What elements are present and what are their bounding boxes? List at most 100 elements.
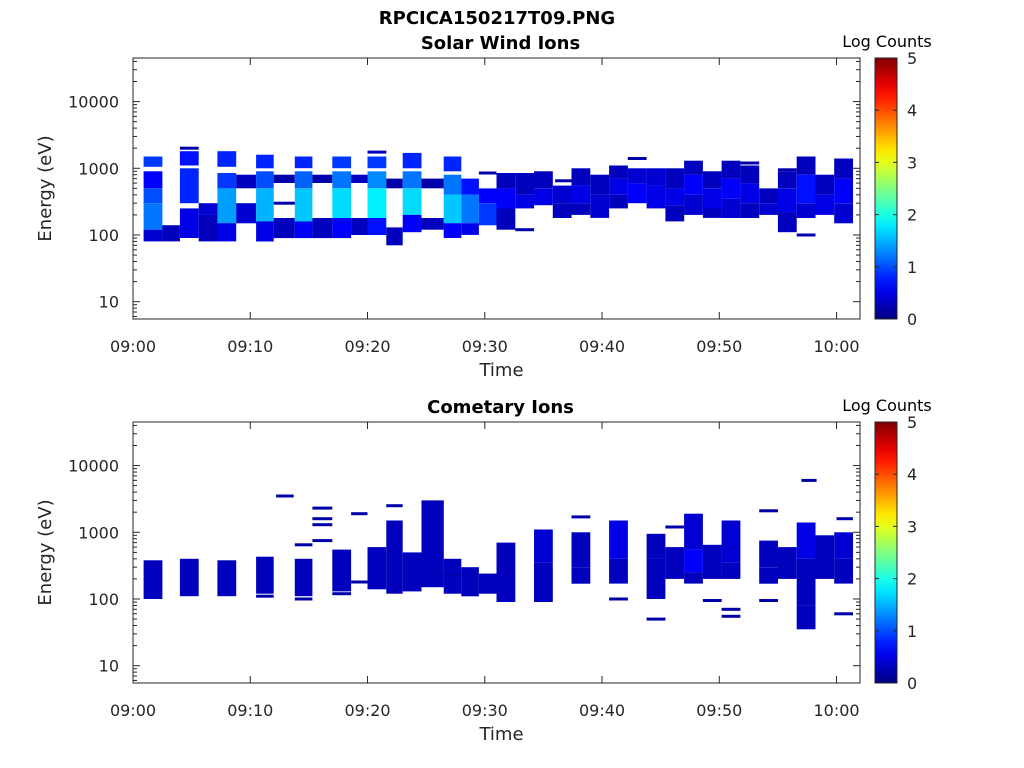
spectrogram-cell (590, 174, 610, 195)
spectrogram-cell (443, 194, 462, 224)
spectrogram-cell (256, 171, 274, 189)
y-axis-label: Energy (eV) (35, 499, 56, 605)
spectrogram-cell (815, 535, 835, 579)
spectrogram-cell (162, 225, 180, 242)
spectrogram-cell (217, 560, 237, 597)
spectrogram-cell (402, 152, 422, 169)
spectrogram-line (443, 573, 462, 577)
spectrogram-cell (256, 154, 274, 169)
x-tick-label: 09:50 (696, 337, 742, 356)
spectrogram-line (312, 539, 333, 543)
spectrogram-cell (367, 188, 387, 218)
x-tick-label: 10:00 (813, 337, 859, 356)
colorbar-tick-label: 3 (907, 153, 917, 172)
spectrogram-line (834, 612, 853, 616)
spectrogram-line (627, 157, 647, 160)
spectrogram-cell (796, 522, 816, 559)
spectrogram-cell (386, 520, 403, 594)
spectrogram-cell (534, 529, 553, 563)
spectrogram-cell (256, 188, 274, 222)
y-tick-label: 100 (88, 226, 119, 245)
panel-title: Solar Wind Ions (421, 33, 580, 54)
y-tick-label: 10 (99, 293, 119, 312)
spectrogram-cell (609, 520, 628, 559)
spectrogram-cell (609, 194, 628, 209)
x-tick-label: 09:30 (462, 701, 508, 720)
spectrogram-line (796, 233, 816, 237)
spectrogram-line (665, 525, 685, 529)
spectrogram-cell (609, 165, 628, 179)
spectrogram-cell (815, 194, 835, 215)
y-tick-label: 1000 (78, 159, 119, 178)
spectrogram-cell (684, 160, 703, 175)
panel-title: Cometary Ions (427, 397, 574, 418)
spectrogram-cell (496, 173, 516, 189)
y-tick-label: 10000 (68, 457, 119, 476)
spectrogram-cell (402, 214, 422, 233)
spectrogram-line (646, 617, 666, 621)
colorbar-tick-label: 2 (907, 206, 917, 225)
spectrogram-cell (684, 194, 703, 215)
spectrogram-cell (721, 520, 741, 563)
spectrogram-cell (143, 229, 163, 242)
spectrogram-cell (646, 168, 666, 186)
spectrogram-line (276, 494, 294, 498)
y-axis-label: Energy (eV) (35, 135, 56, 241)
spectrogram-line (702, 599, 722, 602)
spectrogram-cell (217, 151, 237, 167)
spectrogram-cell (665, 188, 685, 206)
x-tick-label: 09:20 (344, 337, 390, 356)
spectrogram-cell (198, 214, 218, 242)
spectrogram-cell (815, 174, 835, 195)
spectrogram-cell (796, 558, 816, 606)
spectrogram-cell (143, 156, 163, 167)
y-tick-label: 1000 (78, 523, 119, 542)
spectrogram-cell (294, 221, 313, 239)
colorbar-gradient (874, 421, 898, 684)
x-tick-label: 09:40 (579, 701, 625, 720)
spectrogram-line (759, 599, 778, 602)
spectrogram-cell (777, 212, 797, 233)
spectrogram-line (179, 146, 199, 150)
spectrogram-cell (721, 198, 741, 218)
spectrogram-cell (421, 218, 444, 230)
spectrogram-line (721, 607, 741, 611)
spectrogram-cell (834, 203, 853, 224)
colorbar-label: Log Counts (842, 32, 932, 51)
colorbar-tick-label: 0 (907, 674, 917, 693)
spectrogram-cell (421, 178, 444, 189)
x-axis-label: Time (478, 724, 523, 745)
spectrogram-line (351, 512, 368, 516)
spectrogram-cell (496, 188, 516, 209)
spectrogram-cell (402, 171, 422, 189)
spectrogram-line (273, 201, 295, 205)
spectrogram-line (367, 150, 387, 154)
spectrogram-cell (294, 156, 313, 169)
spectrogram-line (386, 504, 403, 508)
spectrogram-cell (332, 218, 352, 239)
spectrogram-cell (478, 188, 497, 204)
spectrogram-cell (834, 178, 853, 204)
colorbar-tick-label: 2 (907, 570, 917, 589)
spectrogram-cell (386, 178, 403, 189)
spectrogram-line (759, 509, 778, 513)
spectrogram-cell (796, 203, 816, 218)
spectrogram-cell (402, 552, 422, 592)
spectrogram-cell (834, 158, 853, 179)
spectrogram-cell (351, 218, 368, 235)
spectrogram-cell (740, 165, 760, 184)
spectrogram-cell (571, 168, 591, 186)
spectrogram-cell (759, 203, 778, 215)
spectrogram-cell (478, 203, 497, 226)
y-tick-label: 10000 (68, 93, 119, 112)
spectrogram-cell (665, 547, 685, 579)
spectrogram-cell (515, 173, 535, 195)
spectrogram-cell (461, 567, 479, 597)
spectrogram-cell (236, 203, 257, 224)
colorbar-tick-label: 5 (907, 49, 917, 68)
spectrogram-line (721, 614, 741, 618)
colorbar-tick-label: 0 (907, 310, 917, 329)
spectrogram-cell (721, 562, 741, 579)
spectrogram-cell (796, 174, 816, 204)
